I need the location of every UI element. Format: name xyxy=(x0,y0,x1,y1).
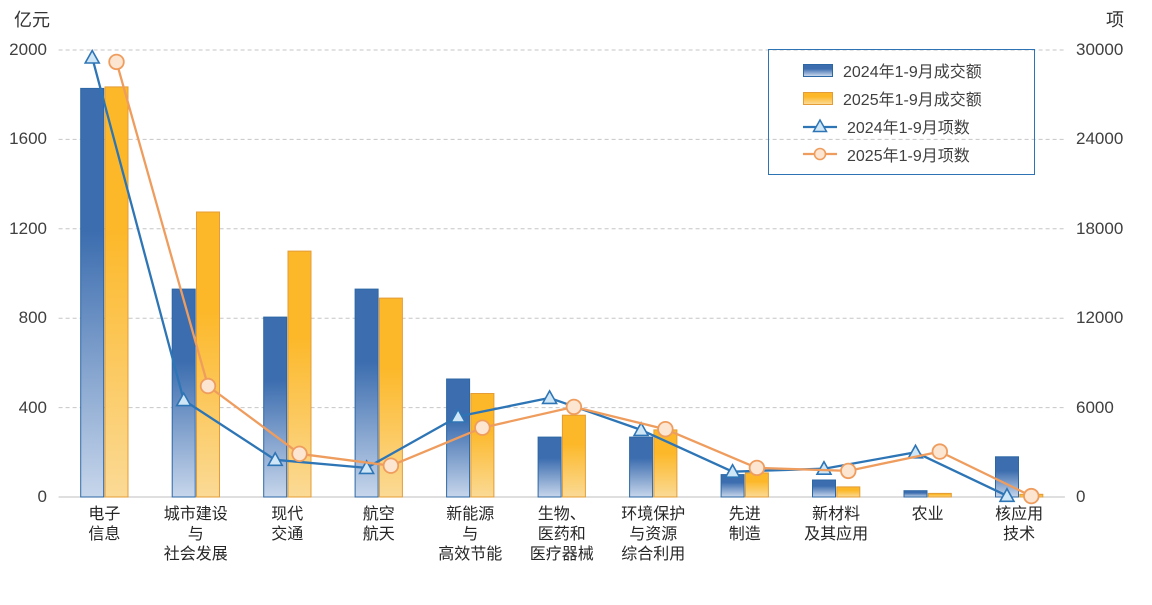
circle-marker-icon xyxy=(1023,487,1040,505)
circle-marker-icon xyxy=(474,419,491,436)
gridlines xyxy=(58,49,1065,498)
x-axis-label-核应用技术: 核应用 技术 xyxy=(995,506,1044,543)
legend-swatch-yellow-bar-icon xyxy=(803,91,833,105)
triangle-marker-icon xyxy=(724,463,741,479)
left-axis-tick: 1600 xyxy=(9,129,47,149)
right-axis-tick: 24000 xyxy=(1076,129,1124,149)
x-axis-label-新材料及其应用: 新材料 及其应用 xyxy=(804,506,869,543)
triangle-marker-icon xyxy=(541,389,558,405)
bar-2025年1-9月成交额-新材料及其应用 xyxy=(836,486,861,498)
bar-2024年1-9月成交额-新材料及其应用 xyxy=(812,479,836,498)
x-axis-label-先进制造: 先进 制造 xyxy=(728,506,761,543)
left-axis-tick: 400 xyxy=(18,397,47,417)
bar-2025年1-9月成交额-生物、医药和医疗器械 xyxy=(561,414,586,498)
circle-marker-icon xyxy=(108,53,125,71)
bar-2024年1-9月成交额-电子信息 xyxy=(80,87,105,498)
bar-2025年1-9月成交额-先进制造 xyxy=(744,472,769,498)
circle-marker-icon xyxy=(657,421,674,438)
chart-legend: 2024年1-9月成交额 2025年1-9月成交额 2024年1-9月项数 20… xyxy=(768,49,1035,175)
legend-item-line-2025: 2025年1-9月项数 xyxy=(803,142,1034,166)
x-axis-label-新能源与高效节能: 新能源与高效节能 xyxy=(438,506,503,563)
triangle-marker-icon xyxy=(266,451,284,467)
triangle-marker-icon xyxy=(632,421,650,437)
bars xyxy=(80,86,1044,498)
legend-swatch-orange-line-circle-icon xyxy=(803,147,837,161)
legend-swatch-blue-bar-icon xyxy=(803,63,833,77)
legend-label: 2025年1-9月成交额 xyxy=(843,92,982,109)
left-axis-tick: 1200 xyxy=(9,218,47,238)
legend-item-bar-2024: 2024年1-9月成交额 xyxy=(803,58,1034,82)
lines xyxy=(83,48,1040,505)
circle-marker-icon xyxy=(840,462,857,480)
left-axis-tick: 0 xyxy=(37,487,47,506)
circle-marker-icon xyxy=(382,457,400,474)
legend-label: 2025年1-9月项数 xyxy=(847,148,970,165)
right-axis-tick: 18000 xyxy=(1076,218,1124,238)
right-axis-tick: 0 xyxy=(1076,487,1086,506)
bar-2024年1-9月成交额-农业 xyxy=(903,490,928,498)
bar-2024年1-9月成交额-生物、医药和医疗器械 xyxy=(537,436,562,498)
triangle-marker-icon xyxy=(83,48,101,64)
legend-swatch-blue-line-triangle-icon xyxy=(803,118,837,133)
right-axis-tick: 30000 xyxy=(1076,40,1124,59)
legend-label: 2024年1-9月成交额 xyxy=(843,64,982,81)
bar-2025年1-9月成交额-航空航天 xyxy=(378,297,403,498)
x-axis-label-现代交通: 现代 交通 xyxy=(271,506,304,543)
bar-2024年1-9月成交额-航空航天 xyxy=(354,288,379,498)
x-axis-label-环境保护与资源综合利用: 环境保护 与资源 综合利用 xyxy=(621,506,686,563)
bar-2025年1-9月成交额-电子信息 xyxy=(104,86,129,498)
circle-marker-icon xyxy=(565,398,583,416)
left-axis-tick: 2000 xyxy=(9,40,47,59)
left-axis-unit-label: 亿元 xyxy=(14,10,50,30)
bar-2025年1-9月成交额-城市建设与社会发展 xyxy=(196,211,220,498)
legend-item-line-2024: 2024年1-9月项数 xyxy=(803,114,1034,138)
triangle-marker-icon xyxy=(449,407,467,423)
x-axis-label-城市建设与社会发展: 城市建设与社会发展 xyxy=(163,506,228,563)
triangle-marker-icon xyxy=(998,487,1016,503)
bar-2025年1-9月成交额-新能源与高效节能 xyxy=(470,393,495,498)
right-axis-tick: 12000 xyxy=(1076,308,1124,328)
triangle-marker-icon xyxy=(175,391,193,407)
bar-2025年1-9月成交额-现代交通 xyxy=(287,250,312,498)
right-axis-tick: 6000 xyxy=(1076,397,1114,417)
bar-2024年1-9月成交额-环境保护与资源综合利用 xyxy=(629,436,654,498)
x-axis-label-生物、医药和医疗器械: 生物、 医药和 医疗器械 xyxy=(529,506,594,563)
circle-marker-icon xyxy=(931,443,949,460)
legend-label: 2024年1-9月项数 xyxy=(847,120,970,137)
legend-item-bar-2025: 2025年1-9月成交额 xyxy=(803,86,1034,110)
circle-marker-icon xyxy=(199,377,217,395)
bar-2025年1-9月成交额-农业 xyxy=(927,492,952,498)
circle-marker-icon xyxy=(748,459,766,477)
bar-2024年1-9月成交额-现代交通 xyxy=(263,316,288,498)
x-axis-label-航空航天: 航空 航天 xyxy=(362,506,395,543)
x-axis-label-电子信息: 电子 信息 xyxy=(88,506,121,543)
circle-marker-icon xyxy=(291,445,308,463)
triangle-marker-icon xyxy=(358,459,375,475)
x-axis-label-农业: 农业 xyxy=(911,506,944,523)
right-axis-unit-label: 项 xyxy=(1106,10,1124,30)
left-axis-tick: 800 xyxy=(18,308,47,328)
